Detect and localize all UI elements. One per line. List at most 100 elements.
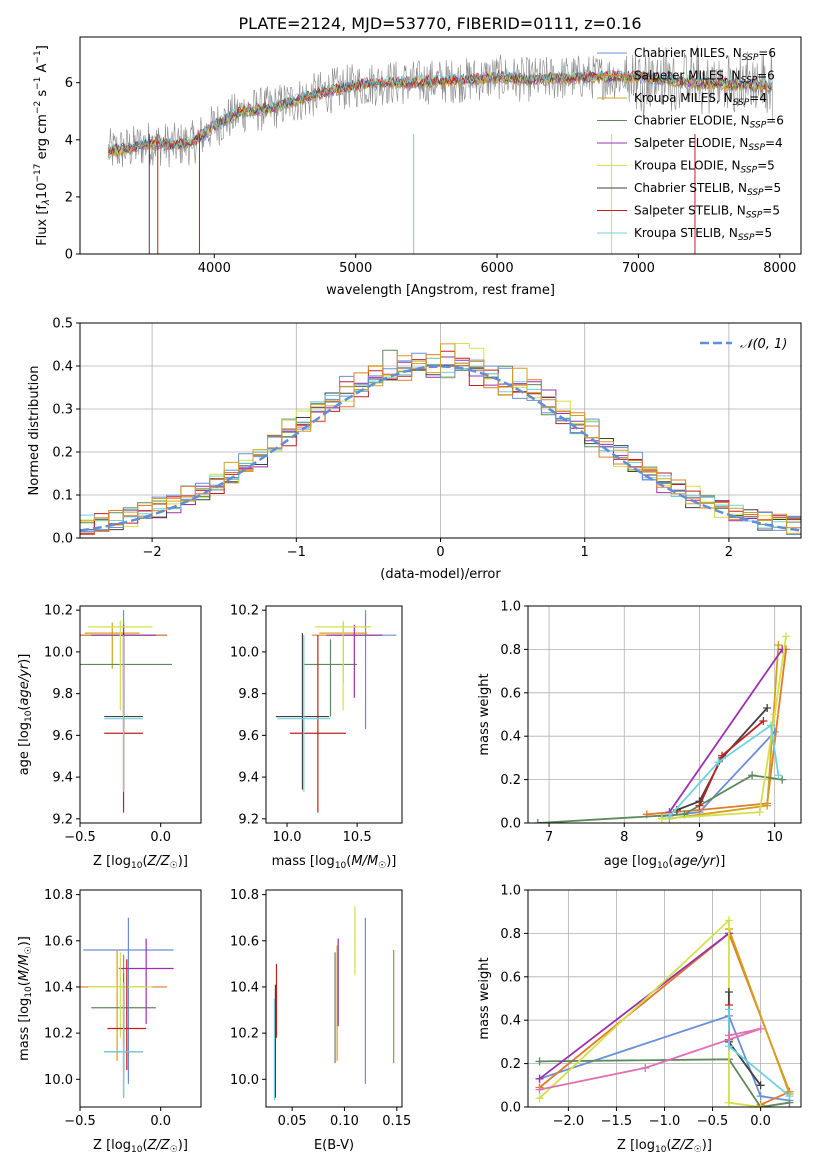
plot-area	[80, 610, 172, 813]
errorbar-point	[277, 635, 331, 792]
y-tick-label: 9.4	[52, 771, 73, 786]
x-tick-label: 10.5	[343, 830, 372, 845]
weight-series-line	[661, 636, 787, 820]
errorbar-point	[326, 624, 383, 698]
x-axis-label: Z [log10(Z/Z☉)]	[93, 1138, 188, 1155]
y-tick-label: 10.2	[230, 604, 259, 619]
y-tick-label: 0.4	[500, 730, 521, 745]
x-tick-label: 10.0	[273, 830, 302, 845]
y-tick-label: 4	[65, 133, 73, 148]
normal-reference-line	[80, 365, 801, 532]
y-axis-label: Normed distribution	[27, 366, 42, 496]
weight-point-marker	[641, 1063, 650, 1072]
y-tick-label: 0.8	[500, 927, 521, 942]
weight-point-marker	[766, 721, 775, 730]
axes-frame	[79, 605, 202, 824]
legend: Chabrier MILES, NSSP=6 Salpeter MILES, NS…	[597, 46, 784, 243]
y-tick-label: 10.4	[230, 980, 259, 995]
y-tick-label: 10.6	[44, 934, 73, 949]
errorbar-point	[84, 622, 140, 669]
y-tick-label: 10.6	[230, 934, 259, 949]
y-axis-label: mass weight	[477, 957, 492, 1039]
x-tick-label: 10	[766, 830, 783, 845]
x-tick-label: 0.15	[382, 1114, 411, 1129]
weight-point-marker	[759, 717, 768, 726]
weight-series-line	[539, 1058, 790, 1107]
chart-age-vs-Z: −0.5 0.0 9.2 9.4 9.6 9.8 10.0 10.2 Z [log10(Z/Z☉…	[17, 604, 202, 871]
weight-point-marker	[781, 632, 790, 641]
weight-point-marker	[785, 1092, 794, 1101]
weight-point-marker	[756, 1103, 765, 1107]
weight-series-line	[539, 1028, 761, 1091]
plot-area	[275, 610, 397, 813]
weight-point-marker	[724, 1098, 733, 1107]
weight-point-marker	[778, 775, 787, 784]
weight-point-marker	[774, 641, 783, 650]
chart-weight-vs-age: 7 8 9 10 0.0 0.2 0.4 0.6 0.8 1.0 age [log10(age/yr…	[477, 600, 802, 871]
axes-frame	[527, 605, 802, 824]
y-tick-label: 0.6	[500, 686, 521, 701]
weight-point-marker	[535, 1057, 544, 1066]
x-tick-label: −1.0	[649, 1114, 681, 1129]
x-tick-label: −2.0	[553, 1114, 585, 1129]
weight-point-marker	[763, 801, 772, 810]
y-tick-label: 0	[65, 248, 73, 263]
x-tick-label: 8000	[763, 261, 796, 276]
x-tick-label: −2	[143, 545, 162, 560]
weight-point-marker	[535, 1085, 544, 1094]
x-tick-label: −0.5	[64, 1114, 96, 1129]
errorbar-point	[118, 938, 174, 1024]
x-tick-label: 0.05	[278, 1114, 307, 1129]
y-tick-label: 9.2	[52, 812, 73, 827]
weight-series-line	[668, 648, 783, 813]
weight-point-marker	[724, 916, 733, 925]
plot-area	[273, 906, 395, 1101]
y-tick-label: 1.0	[500, 884, 521, 899]
x-axis-label: mass [log10(M/M☉)]	[272, 854, 397, 871]
axes-frame	[265, 605, 403, 824]
legend-label: Kroupa ELODIE, NSSP=5	[634, 159, 775, 176]
x-tick-label: 4000	[198, 261, 231, 276]
x-axis-label: E(B-V)	[314, 1138, 354, 1153]
y-tick-label: 9.6	[52, 729, 73, 744]
x-tick-label: 0.10	[330, 1114, 359, 1129]
weight-point-marker	[657, 814, 666, 823]
weight-point-marker	[756, 1081, 765, 1090]
y-tick-label: 9.6	[238, 729, 259, 744]
x-axis-label: Z [log10(Z/Z☉)]	[617, 1138, 712, 1155]
x-axis-label: (data-model)/error	[380, 567, 501, 582]
y-tick-label: 9.2	[238, 812, 259, 827]
y-tick-label: 0.4	[500, 1014, 521, 1029]
y-tick-label: 10.8	[230, 888, 259, 903]
axes-frame	[79, 889, 202, 1108]
weight-point-marker	[756, 1024, 765, 1033]
y-tick-label: 0.2	[500, 1057, 521, 1072]
y-tick-label: 0.2	[52, 446, 73, 461]
x-tick-label: 0.0	[150, 1114, 171, 1129]
y-tick-label: 0.2	[500, 773, 521, 788]
weight-point-marker	[724, 1005, 733, 1014]
weight-point-marker	[714, 758, 723, 767]
errorbar-point	[104, 982, 143, 1098]
y-tick-label: 10.0	[44, 1073, 73, 1088]
y-axis-label: Flux [fλ10−17 erg cm−2 s−1 A−1]	[33, 45, 52, 246]
x-tick-label: 1	[581, 545, 589, 560]
y-tick-label: 10.2	[44, 604, 73, 619]
weight-point-marker	[724, 1031, 733, 1040]
x-axis-label: wavelength [Angstrom, rest frame]	[326, 283, 555, 298]
errorbar-point	[303, 639, 358, 717]
weight-point-marker	[756, 1092, 765, 1101]
axes-frame	[527, 889, 802, 1108]
histogram-line	[80, 343, 801, 534]
errorbar-point	[104, 635, 143, 792]
weight-series-line	[537, 774, 783, 823]
y-tick-label: 10.8	[44, 888, 73, 903]
y-tick-label: 0.8	[500, 643, 521, 658]
legend-label: Kroupa STELIB, NSSP=5	[634, 226, 772, 243]
x-axis-label: Z [log10(Z/Z☉)]	[93, 854, 188, 871]
errorbar-point	[88, 620, 153, 711]
weight-point-marker	[724, 987, 733, 996]
y-tick-label: 10.2	[44, 1027, 73, 1042]
y-tick-label: 0.0	[500, 817, 521, 832]
y-tick-label: 2	[65, 190, 73, 205]
